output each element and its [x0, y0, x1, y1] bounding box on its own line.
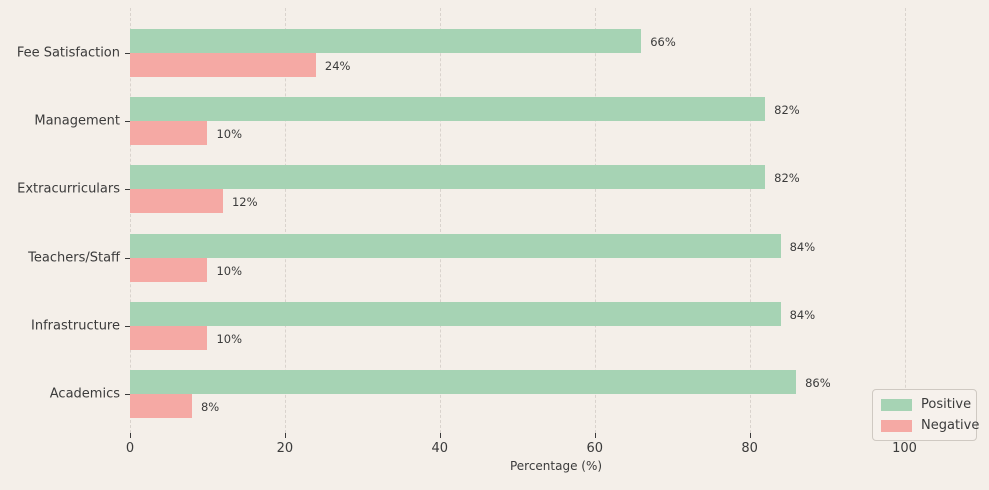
x-axis-title: Percentage (%) [509, 459, 603, 473]
bar-negative [130, 53, 316, 77]
bar-positive [130, 97, 766, 122]
plot-area: 66% 24% 82% 10% 82% 12% 84% 10% 84% 10% 86% 8% [130, 8, 982, 433]
bar-value-label: 66% [650, 35, 676, 49]
negative-swatch-icon [881, 419, 912, 432]
legend: Positive Negative [872, 389, 979, 441]
gridline [284, 8, 286, 433]
y-tick [125, 53, 130, 54]
x-tick-label: 20 [276, 441, 294, 456]
bar-value-label: 10% [216, 127, 243, 142]
x-tick-label: 100 [892, 441, 917, 456]
category-label: Infrastructure [31, 318, 120, 334]
x-tick [439, 433, 441, 438]
bar-negative [130, 394, 192, 418]
legend-item-negative: Negative [881, 418, 979, 433]
bar-negative [130, 121, 208, 146]
bar-value-label: 82% [774, 103, 800, 118]
x-tick [594, 433, 596, 438]
legend-label-negative: Negative [921, 418, 980, 433]
positive-swatch-icon [881, 398, 912, 411]
bar-negative [130, 257, 208, 282]
category-label: Teachers/Staff [28, 250, 120, 266]
x-tick [749, 433, 751, 438]
gridline [130, 8, 131, 433]
bar-value-label: 84% [789, 239, 816, 254]
y-tick [125, 189, 130, 191]
category-label: Management [34, 113, 120, 129]
bar-value-label: 86% [805, 376, 831, 390]
legend-label-positive: Positive [921, 397, 972, 412]
bar-value-label: 12% [231, 195, 258, 210]
bar-value-label: 84% [789, 307, 816, 322]
x-tick [284, 433, 286, 438]
bar-value-label: 24% [324, 59, 351, 73]
bar-value-label: 10% [216, 263, 243, 278]
x-tick-label: 80 [741, 441, 758, 456]
bar-positive [130, 301, 781, 326]
bar-positive [130, 233, 781, 258]
legend-item-positive: Positive [881, 397, 972, 412]
category-label: Fee Satisfaction [16, 45, 120, 61]
category-label: Academics [49, 386, 120, 402]
x-tick [130, 433, 131, 438]
gridline [904, 8, 906, 433]
gridline [594, 8, 596, 433]
bar-negative [130, 189, 223, 214]
x-tick-label: 60 [586, 441, 603, 456]
y-tick [125, 394, 130, 395]
bar-value-label: 8% [200, 400, 220, 414]
x-tick-label: 40 [431, 441, 449, 456]
y-tick [125, 325, 130, 327]
bar-positive [130, 165, 766, 190]
category-label: Extracurriculars [17, 181, 120, 197]
y-tick [125, 121, 130, 123]
gridline [749, 8, 751, 433]
gridline [439, 8, 441, 433]
bar-value-label: 10% [216, 331, 243, 346]
y-tick [125, 257, 130, 259]
bar-negative [130, 325, 208, 350]
bar-value-label: 82% [774, 171, 800, 186]
bar-positive [130, 29, 642, 53]
x-tick-label: 0 [125, 441, 135, 456]
bar-positive [130, 370, 797, 394]
